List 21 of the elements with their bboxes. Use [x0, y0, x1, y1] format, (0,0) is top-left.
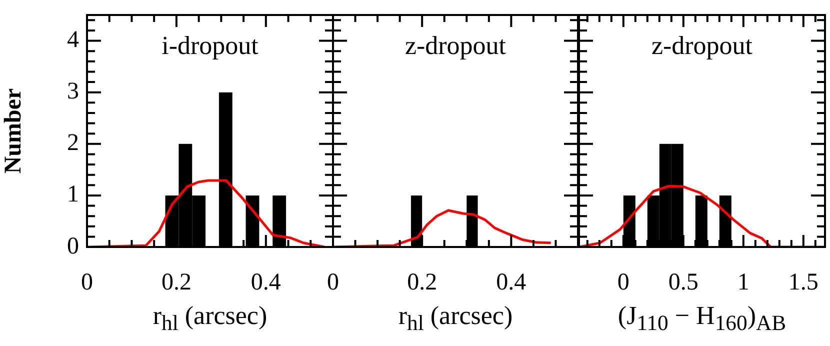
- x-tick-label: 1.5: [788, 270, 818, 296]
- x-tick-label: 0.4: [496, 270, 526, 296]
- x-tick-label: 0.2: [161, 270, 192, 296]
- x-axis-title: r$_{hl}$ (arcsec): [397, 300, 514, 338]
- x-tick-label: 0.2: [407, 270, 438, 296]
- x-tick-label: 0.5: [668, 270, 698, 296]
- y-tick-label: 2: [67, 130, 79, 156]
- annotation: z-dropout: [404, 30, 507, 60]
- x-tick-label: 0: [327, 270, 339, 296]
- x-axis-title: r$_{hl}$ (arcsec): [152, 300, 268, 338]
- annotation: i-dropout: [162, 30, 260, 60]
- y-tick-label: 4: [67, 27, 79, 54]
- y-tick-label: 0: [67, 233, 79, 260]
- x-axis-title: (J$_{110}$ − H$_{160}$)$_{AB}$: [616, 300, 788, 338]
- x-tick-label: 1: [737, 270, 750, 296]
- y-axis-title: Number: [0, 88, 27, 174]
- x-tick-label: 0.4: [250, 270, 281, 296]
- y-tick-label: 1: [67, 182, 79, 208]
- y-tick-label: 3: [67, 78, 79, 105]
- x-tick-label: 0: [617, 270, 630, 296]
- annotation: z-dropout: [651, 30, 754, 60]
